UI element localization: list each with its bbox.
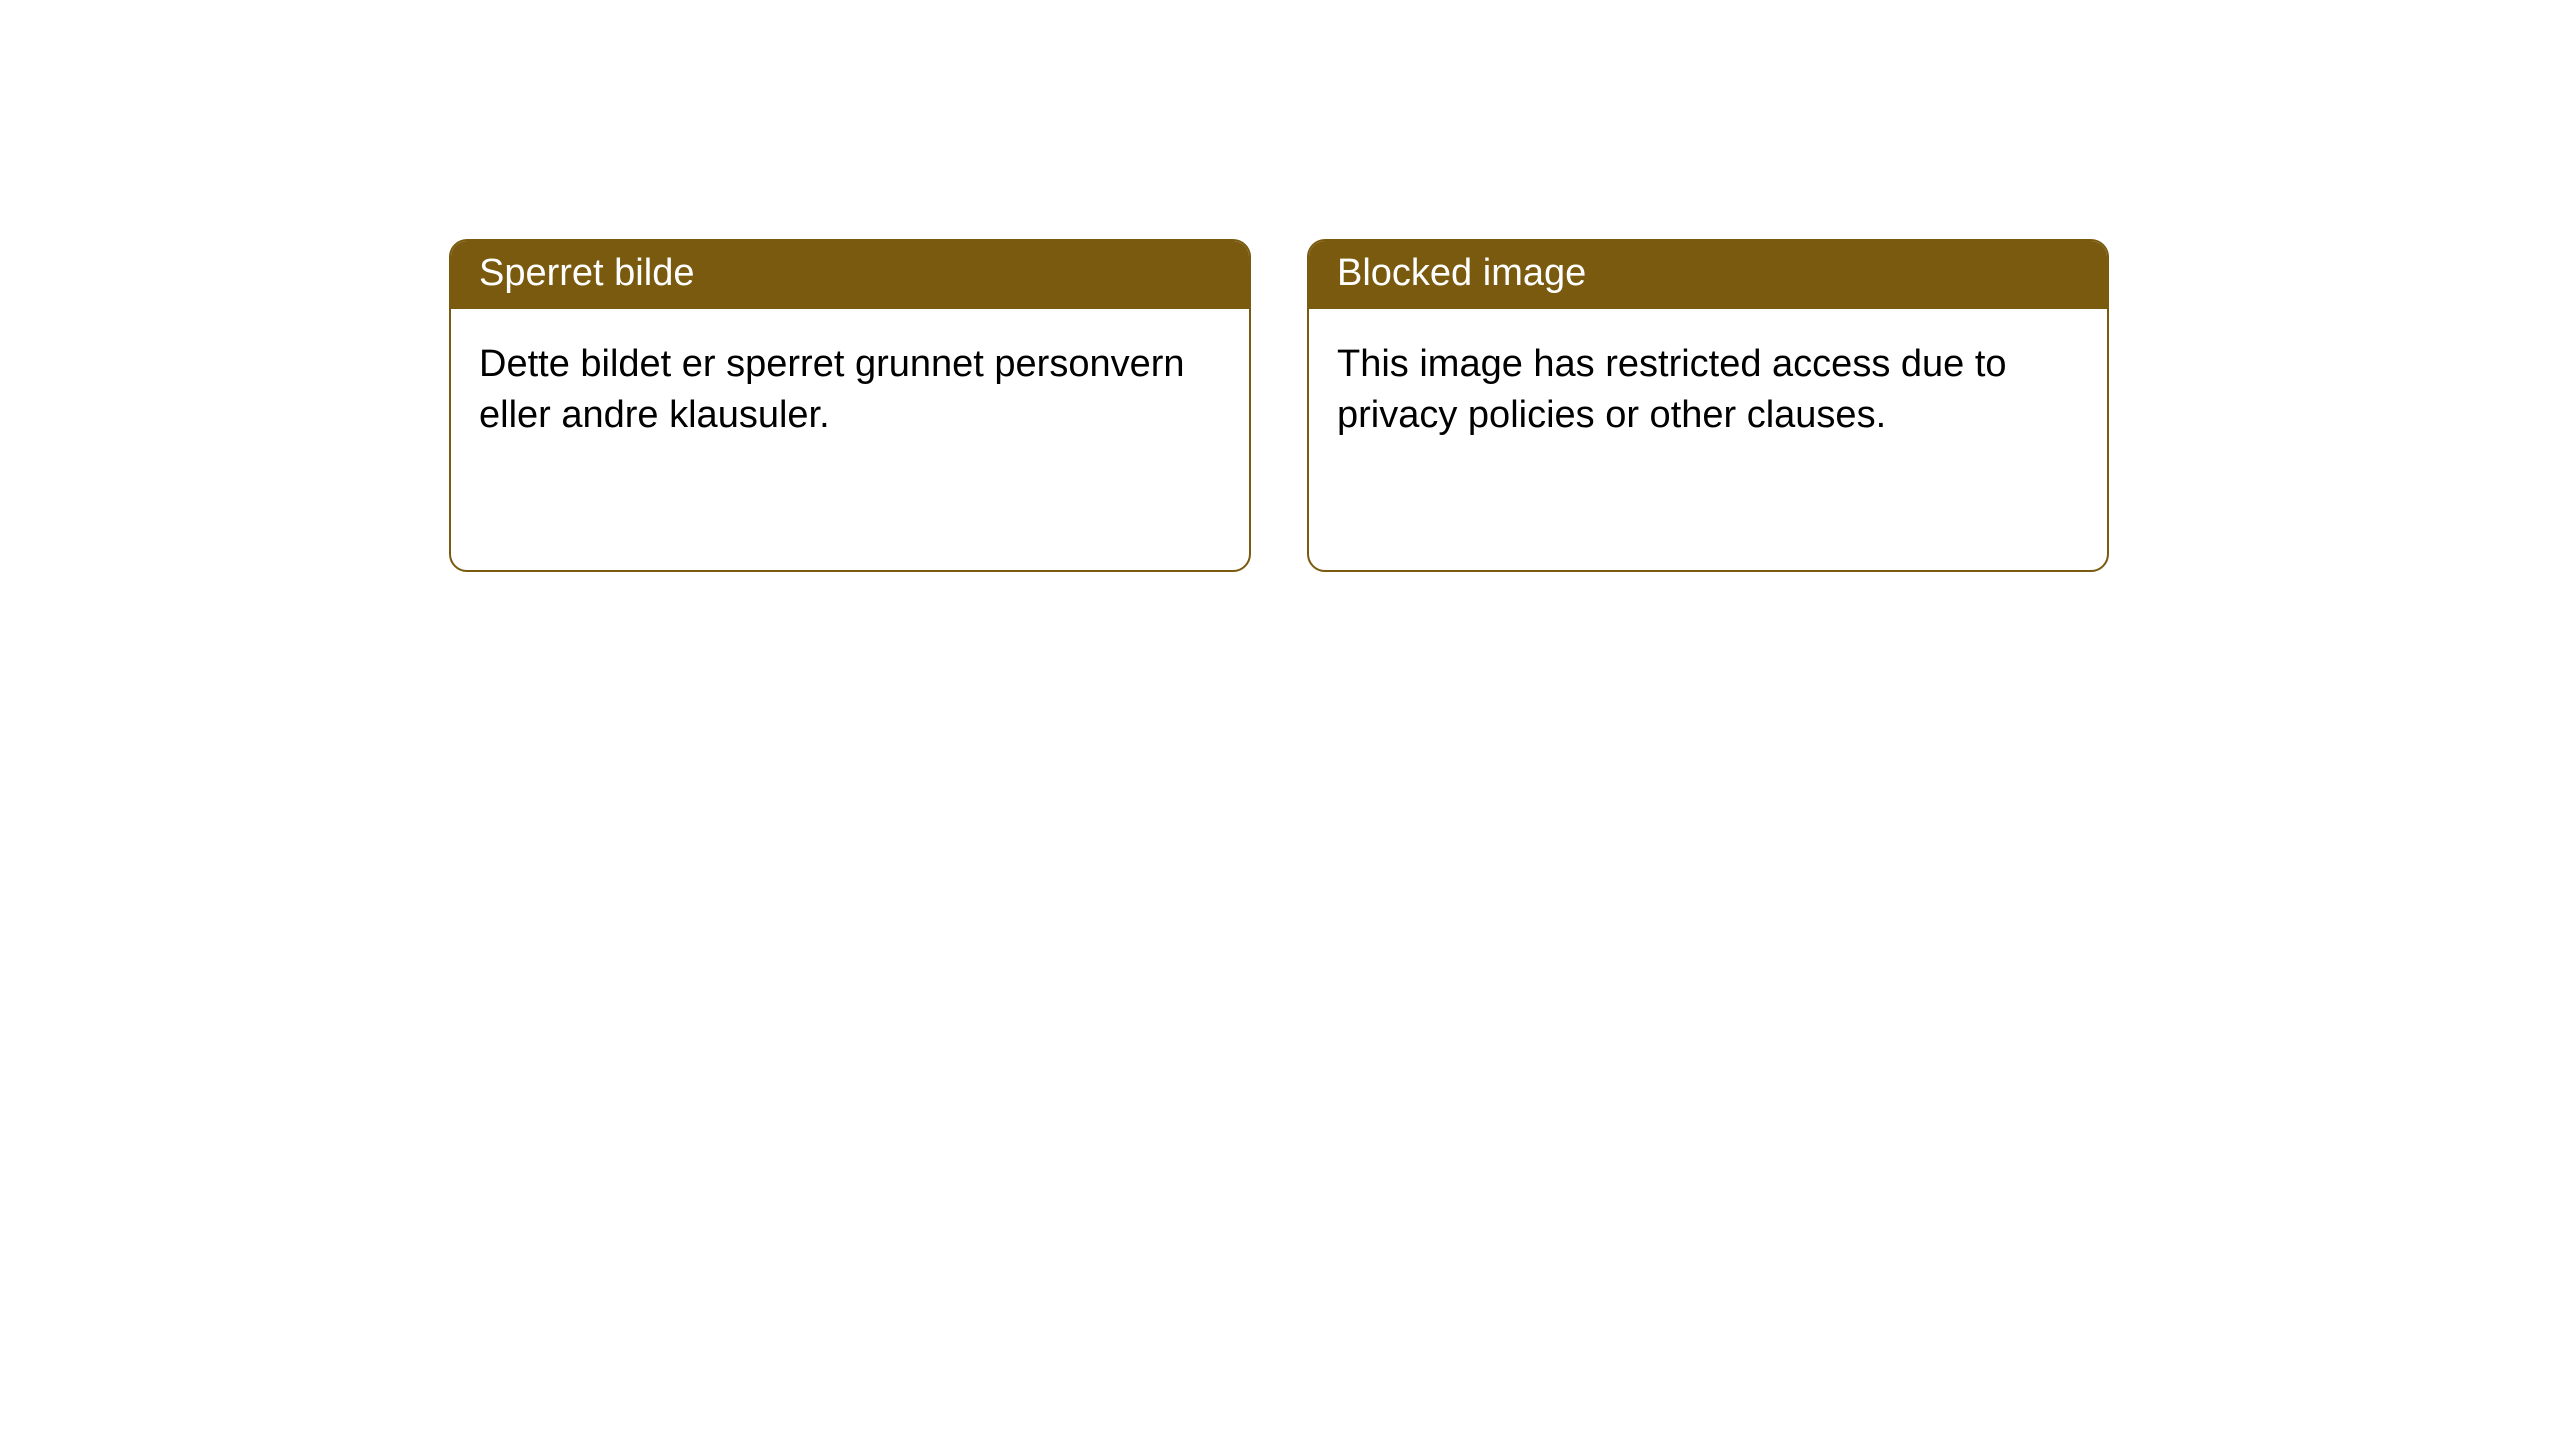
- card-header: Sperret bilde: [451, 241, 1249, 309]
- blocked-image-card-english: Blocked image This image has restricted …: [1307, 239, 2109, 572]
- card-header: Blocked image: [1309, 241, 2107, 309]
- cards-container: Sperret bilde Dette bildet er sperret gr…: [0, 0, 2560, 572]
- card-body: This image has restricted access due to …: [1309, 309, 2107, 570]
- blocked-image-card-norwegian: Sperret bilde Dette bildet er sperret gr…: [449, 239, 1251, 572]
- card-body: Dette bildet er sperret grunnet personve…: [451, 309, 1249, 570]
